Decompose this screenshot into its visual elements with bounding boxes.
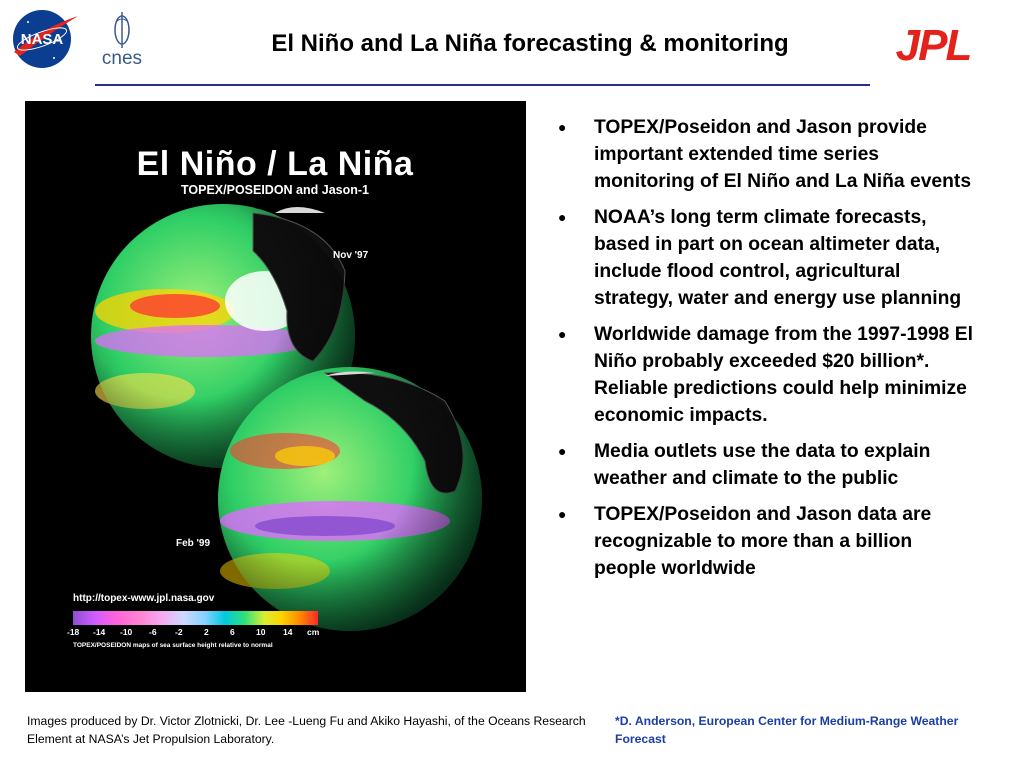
colorbar-ticks: -18 -14 -10 -6 -2 2 6 10 14 cm — [67, 627, 327, 639]
colorbar-tick: 10 — [256, 627, 266, 637]
colorbar-unit: cm — [307, 627, 320, 637]
bullet-list: ● TOPEX/Poseidon and Jason provide import… — [552, 114, 977, 591]
colorbar-tick: -2 — [175, 627, 183, 637]
bullet-text: Worldwide damage from the 1997-1998 El N… — [594, 324, 973, 426]
nasa-logo-text: NASA — [21, 31, 64, 48]
cnes-logo: cnes — [102, 12, 142, 68]
bullet-item: ● Media outlets use the data to explain w… — [552, 438, 977, 492]
image-credit: Images produced by Dr. Victor Zlotnicki,… — [27, 714, 586, 746]
image-subtitle: TOPEX/POSEIDON and Jason-1 — [180, 183, 369, 197]
globe-feb-99 — [218, 367, 482, 631]
bullet-dot-icon: ● — [558, 506, 567, 522]
colorbar-tick: 6 — [230, 627, 235, 637]
bullet-item: ● TOPEX/Poseidon and Jason data are recog… — [552, 501, 977, 582]
slide-title: El Niño and La Niña forecasting & monito… — [271, 30, 789, 57]
bullet-dot-icon: ● — [558, 443, 567, 459]
bullet-dot-icon: ● — [558, 326, 567, 342]
image-title: El Niño / La Niña — [136, 145, 414, 183]
bullet-text: TOPEX/Poseidon and Jason data are recogn… — [594, 504, 932, 579]
bullet-dot-icon: ● — [558, 209, 567, 225]
colorbar-tick: -10 — [120, 627, 133, 637]
jpl-logo: JPL — [896, 22, 973, 66]
bullet-dot-icon: ● — [558, 119, 567, 135]
colorbar-tick: 14 — [283, 627, 293, 637]
jpl-logo-text: JPL — [896, 22, 971, 66]
colorbar-tick: 2 — [204, 627, 209, 637]
bullet-text: NOAA’s long term climate forecasts, base… — [594, 207, 962, 309]
globe-illustration — [91, 204, 482, 631]
bullet-text: TOPEX/Poseidon and Jason provide importa… — [594, 117, 972, 192]
bullet-text: Media outlets use the data to explain we… — [594, 441, 931, 489]
image-url: http://topex-www.jpl.nasa.gov — [73, 593, 215, 604]
nasa-logo: NASA — [13, 10, 78, 68]
date-label-feb-99: Feb '99 — [176, 538, 211, 549]
bullet-item: ● NOAA’s long term climate forecasts, bas… — [552, 204, 977, 312]
el-nino-globe-image: El Niño / La Niña TOPEX/POSEIDON and Jas… — [25, 101, 526, 692]
colorbar-tick: -6 — [149, 627, 157, 637]
bullet-item: ● Worldwide damage from the 1997-1998 El … — [552, 321, 977, 429]
title-underline — [95, 84, 870, 86]
bullet-item: ● TOPEX/Poseidon and Jason provide import… — [552, 114, 977, 195]
cnes-logo-text: cnes — [102, 48, 142, 68]
colorbar-tick: -14 — [93, 627, 106, 637]
colorbar-tick: -18 — [67, 627, 80, 637]
date-label-nov-97: Nov '97 — [333, 250, 369, 261]
colorbar-caption: TOPEX/POSEIDON maps of sea surface heigh… — [73, 642, 273, 649]
sea-height-colorbar — [73, 611, 318, 625]
footnote: *D. Anderson, European Center for Medium… — [615, 714, 959, 746]
